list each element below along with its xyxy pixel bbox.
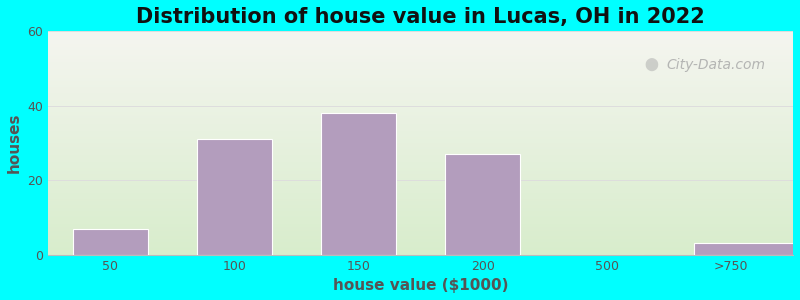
Bar [446, 154, 520, 255]
Bar [197, 139, 272, 255]
Bar [73, 229, 147, 255]
X-axis label: house value ($1000): house value ($1000) [333, 278, 508, 293]
Text: City-Data.com: City-Data.com [666, 58, 766, 72]
Y-axis label: houses: houses [7, 113, 22, 173]
Bar [322, 113, 396, 255]
Title: Distribution of house value in Lucas, OH in 2022: Distribution of house value in Lucas, OH… [136, 7, 705, 27]
Bar [694, 244, 800, 255]
Text: ⬤: ⬤ [644, 58, 658, 71]
